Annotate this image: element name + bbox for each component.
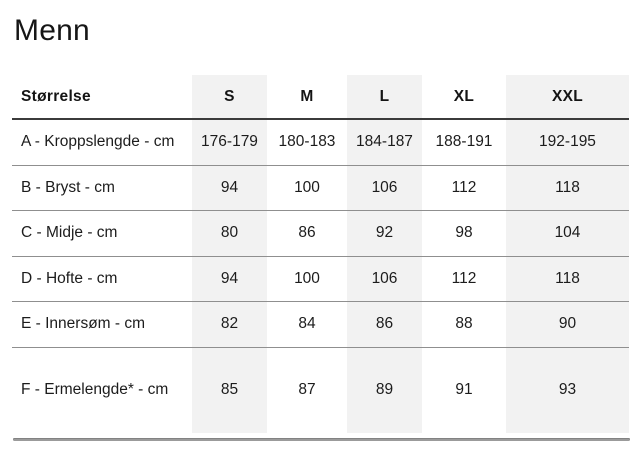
cell-s: 80 — [192, 210, 267, 257]
table-row-midje: C - Midje - cm 80 86 92 98 104 — [12, 210, 629, 257]
row-label: F - Ermelengde* - cm — [21, 381, 169, 398]
cell-s: 94 — [192, 165, 267, 211]
page-title: Menn — [14, 14, 90, 47]
cell-s: 176-179 — [192, 119, 267, 166]
row-label: A - Kroppslengde - cm — [12, 119, 192, 166]
cell-l: 106 — [347, 256, 422, 302]
cell-l: 89 — [347, 347, 422, 433]
cell-s: 85 — [192, 347, 267, 433]
cell-xxl: 93 — [506, 347, 629, 433]
column-header-m: M — [267, 75, 347, 120]
cell-m: 86 — [267, 210, 347, 257]
size-table: Størrelse S M L XL XXL A - Kroppslengde … — [12, 75, 629, 433]
table-row-hofte: D - Hofte - cm 94 100 106 112 118 — [12, 256, 629, 302]
row-label: D - Hofte - cm — [12, 256, 192, 302]
column-header-storrelse: Størrelse — [12, 75, 192, 120]
table-row-innersom: E - Innersøm - cm 82 84 86 88 90 — [12, 301, 629, 348]
table-row-bryst: B - Bryst - cm 94 100 106 112 118 — [12, 165, 629, 211]
cell-xl: 98 — [422, 210, 506, 257]
cell-l: 106 — [347, 165, 422, 211]
cell-xxl: 118 — [506, 256, 629, 302]
cell-xl: 188-191 — [422, 119, 506, 166]
cell-m: 100 — [267, 165, 347, 211]
column-header-l: L — [347, 75, 422, 120]
cell-s: 94 — [192, 256, 267, 302]
column-header-xl: XL — [422, 75, 506, 120]
cell-xl: 112 — [422, 165, 506, 211]
cell-l: 92 — [347, 210, 422, 257]
cell-xxl: 118 — [506, 165, 629, 211]
table-row-kroppslengde: A - Kroppslengde - cm 176-179 180-183 18… — [12, 119, 629, 166]
horizontal-scrollbar-thumb[interactable] — [13, 438, 630, 441]
row-label: B - Bryst - cm — [12, 165, 192, 211]
cell-xxl: 90 — [506, 301, 629, 348]
column-header-xxl: XXL — [506, 75, 629, 120]
cell-m: 100 — [267, 256, 347, 302]
cell-xl: 88 — [422, 301, 506, 348]
cell-l: 86 — [347, 301, 422, 348]
cell-s: 82 — [192, 301, 267, 348]
row-label: C - Midje - cm — [12, 210, 192, 257]
cell-xl: 112 — [422, 256, 506, 302]
cell-l: 184-187 — [347, 119, 422, 166]
table-row-ermelengde: F - Ermelengde* - cm 85 87 89 91 93 — [12, 347, 629, 433]
cell-m: 87 — [298, 381, 316, 398]
cell-xl: 91 — [455, 381, 473, 398]
table-header-row: Størrelse S M L XL XXL — [12, 75, 629, 120]
cell-m: 84 — [267, 301, 347, 348]
row-label: E - Innersøm - cm — [12, 301, 192, 348]
cell-xxl: 192-195 — [506, 119, 629, 166]
column-header-s: S — [192, 75, 267, 120]
cell-m: 180-183 — [267, 119, 347, 166]
cell-xxl: 104 — [506, 210, 629, 257]
